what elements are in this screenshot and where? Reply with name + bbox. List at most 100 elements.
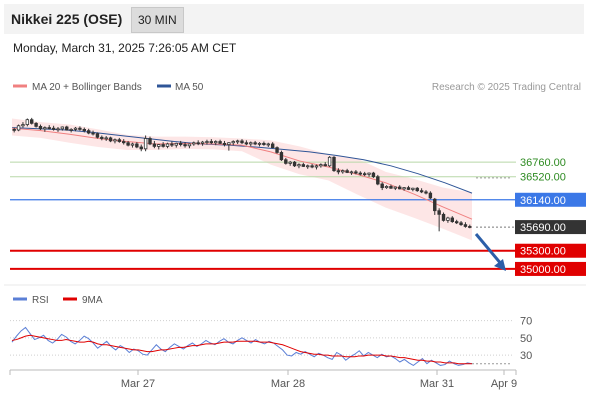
datetime-label: Monday, March 31, 2025 7:26:05 AM CET [13, 41, 237, 55]
candle [170, 141, 174, 147]
candle [161, 142, 165, 148]
level-label-3: 35690.00 [520, 222, 566, 234]
legend-rsi-ma-label: 9MA [82, 295, 103, 306]
candle [314, 164, 319, 170]
candle [367, 172, 371, 177]
candle [148, 136, 152, 146]
candle [411, 187, 415, 192]
candle [152, 140, 157, 149]
candle [371, 171, 376, 178]
instrument-title: Nikkei 225 (OSE) [11, 11, 123, 27]
rsi-ma-line [11, 334, 472, 365]
candle [231, 140, 235, 146]
candle [117, 137, 122, 143]
candle [47, 125, 51, 130]
candle [91, 130, 95, 136]
rsi-tick-30: 30 [520, 350, 532, 362]
candle [235, 139, 240, 144]
forecast-arrow-icon [494, 259, 506, 271]
level-label-1: 36520.00 [520, 172, 566, 184]
candle [389, 184, 393, 189]
candle [183, 142, 187, 148]
candle [135, 142, 139, 149]
candle [249, 141, 253, 147]
candle [227, 142, 231, 151]
candle [358, 171, 363, 176]
candle [56, 126, 60, 132]
candle [213, 140, 218, 146]
interval-button[interactable]: 30 MIN [131, 7, 184, 33]
candle [29, 117, 34, 125]
candle [463, 222, 468, 228]
candle [446, 216, 450, 223]
candle [345, 168, 349, 174]
level-label-2: 36140.00 [520, 195, 566, 207]
candle [393, 186, 398, 191]
legend-ma20-label: MA 20 + Bollinger Bands [32, 82, 142, 93]
candle [192, 141, 196, 146]
candle [402, 187, 406, 191]
level-tag-2 [515, 192, 586, 207]
candle [200, 140, 205, 146]
rsi-lines [11, 326, 512, 367]
level-labels: 36760.00 36520.00 36140.00 35690.00 35300.00… [515, 157, 586, 276]
time-axis-ticks: Mar 27 Mar 28 Mar 31 Apr 9 [9, 370, 517, 390]
candle [262, 141, 266, 146]
rsi-line [11, 326, 473, 367]
level-label-0: 36760.00 [520, 157, 566, 169]
candle [454, 219, 459, 225]
legend-ma50-label: MA 50 [175, 82, 204, 93]
candle [205, 139, 209, 145]
candle [305, 164, 310, 169]
candle [341, 169, 345, 174]
candle [240, 139, 244, 144]
candle [108, 136, 113, 143]
candle [104, 136, 108, 141]
candle [196, 140, 200, 146]
candle [253, 140, 257, 146]
candle [130, 142, 135, 148]
x-tick-label-1: Mar 28 [271, 378, 305, 390]
candle [323, 162, 327, 167]
candle [419, 188, 424, 194]
candle [380, 182, 384, 191]
candle [12, 127, 16, 133]
candle [122, 139, 126, 145]
candle [113, 138, 117, 144]
x-tick-label-2: Mar 31 [420, 378, 454, 390]
candle [69, 128, 73, 133]
candle [222, 140, 227, 147]
candle [100, 135, 104, 141]
candle [354, 170, 358, 175]
x-tick-label-0: Mar 27 [121, 378, 155, 390]
candle [406, 185, 411, 191]
candle [126, 140, 130, 147]
candle [266, 142, 271, 147]
x-tick-label-3: Apr 9 [491, 378, 517, 390]
legend-rsi-label: RSI [32, 295, 49, 306]
candle [218, 139, 222, 144]
rsi-grid: 70 50 30 [10, 316, 532, 362]
candle [275, 146, 279, 154]
bollinger-fill [12, 118, 472, 241]
candle [384, 185, 389, 189]
candle [139, 144, 143, 152]
candle [362, 171, 367, 177]
source-credit: Research © 2025 Trading Central [432, 82, 581, 93]
candle [78, 126, 82, 131]
candle [157, 143, 161, 150]
candle [297, 163, 301, 169]
candle [51, 125, 56, 131]
candle [73, 126, 78, 132]
candle [327, 156, 332, 168]
candle [332, 156, 336, 172]
level-label-5: 35000.00 [520, 264, 566, 276]
candle [301, 162, 306, 168]
candle [284, 157, 288, 165]
candle [209, 139, 214, 144]
candle [86, 128, 91, 135]
candle [437, 208, 441, 232]
candle [143, 135, 148, 152]
candle [428, 191, 433, 200]
